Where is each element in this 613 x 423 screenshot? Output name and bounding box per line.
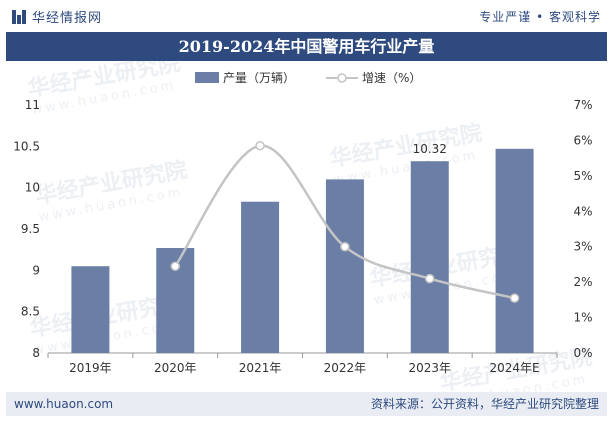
x-axis-tick-label: 2021年 [239, 361, 282, 375]
footer: www.huaon.com 资料来源：公开资料，华经产业研究院整理 [6, 392, 607, 416]
x-axis-tick-label: 2019年 [69, 361, 112, 375]
left-axis-tick-label: 9 [32, 263, 40, 277]
x-axis-tick-label: 2020年 [154, 361, 197, 375]
logo-bars-icon [12, 9, 26, 24]
right-axis-tick-label: 7% [573, 98, 592, 112]
legend-line-label: 增速（%） [362, 71, 421, 85]
right-axis-tick-label: 2% [573, 275, 592, 289]
footer-website: www.huaon.com [14, 397, 114, 411]
growth-point [255, 140, 265, 151]
x-axis-tick-label: 2024年E [490, 361, 540, 375]
right-axis-tick-label: 6% [573, 133, 592, 147]
right-axis-tick-label: 1% [573, 311, 592, 325]
top-bar: 华经情报网 专业严谨 • 客观科学 [0, 0, 613, 32]
slogan: 专业严谨 • 客观科学 [479, 10, 601, 24]
brand-logo: 华经情报网 [12, 7, 102, 26]
left-axis-tick-label: 8.5 [21, 305, 40, 319]
bar-data-label: 10.32 [413, 142, 447, 156]
legend: 产量（万辆） 增速（%） [195, 71, 421, 85]
growth-point [340, 241, 350, 252]
legend-bar-swatch [195, 72, 219, 83]
left-axis-tick-label: 11 [25, 98, 40, 112]
bar [325, 179, 364, 353]
growth-line [174, 144, 515, 300]
legend-line-marker [337, 73, 347, 83]
right-axis-tick-label: 4% [573, 204, 592, 218]
legend-bar-label: 产量（万辆） [223, 71, 295, 85]
right-axis-tick-label: 5% [573, 169, 592, 183]
bar-series: 10.32 [71, 142, 534, 353]
bar [495, 148, 534, 353]
bar [241, 201, 280, 353]
bar [410, 161, 449, 353]
left-axis-tick-label: 10.5 [13, 139, 40, 153]
axes: 8 8.5 9 9.5 10 10.5 11 0% 1% 2% 3% 4% 5% 6% 7% 2019年 202… [13, 98, 592, 375]
left-axis-tick-label: 9.5 [21, 222, 40, 236]
left-axis-tick-label: 10 [25, 181, 40, 195]
right-axis-tick-label: 3% [573, 240, 592, 254]
chart-title: 2019-2024年中国警用车行业产量 [6, 32, 607, 61]
left-axis-tick-label: 8 [32, 346, 40, 360]
growth-point [509, 293, 520, 303]
x-axis-tick-label: 2023年 [408, 361, 451, 375]
bar [71, 266, 110, 353]
brand-name: 华经情报网 [32, 11, 103, 26]
footer-source: 资料来源：公开资料，华经产业研究院整理 [370, 397, 599, 411]
line-series [170, 140, 520, 303]
x-axis-tick-label: 2022年 [324, 361, 367, 375]
growth-point [170, 261, 180, 271]
growth-point [425, 273, 435, 284]
right-axis-tick-label: 0% [573, 346, 592, 360]
